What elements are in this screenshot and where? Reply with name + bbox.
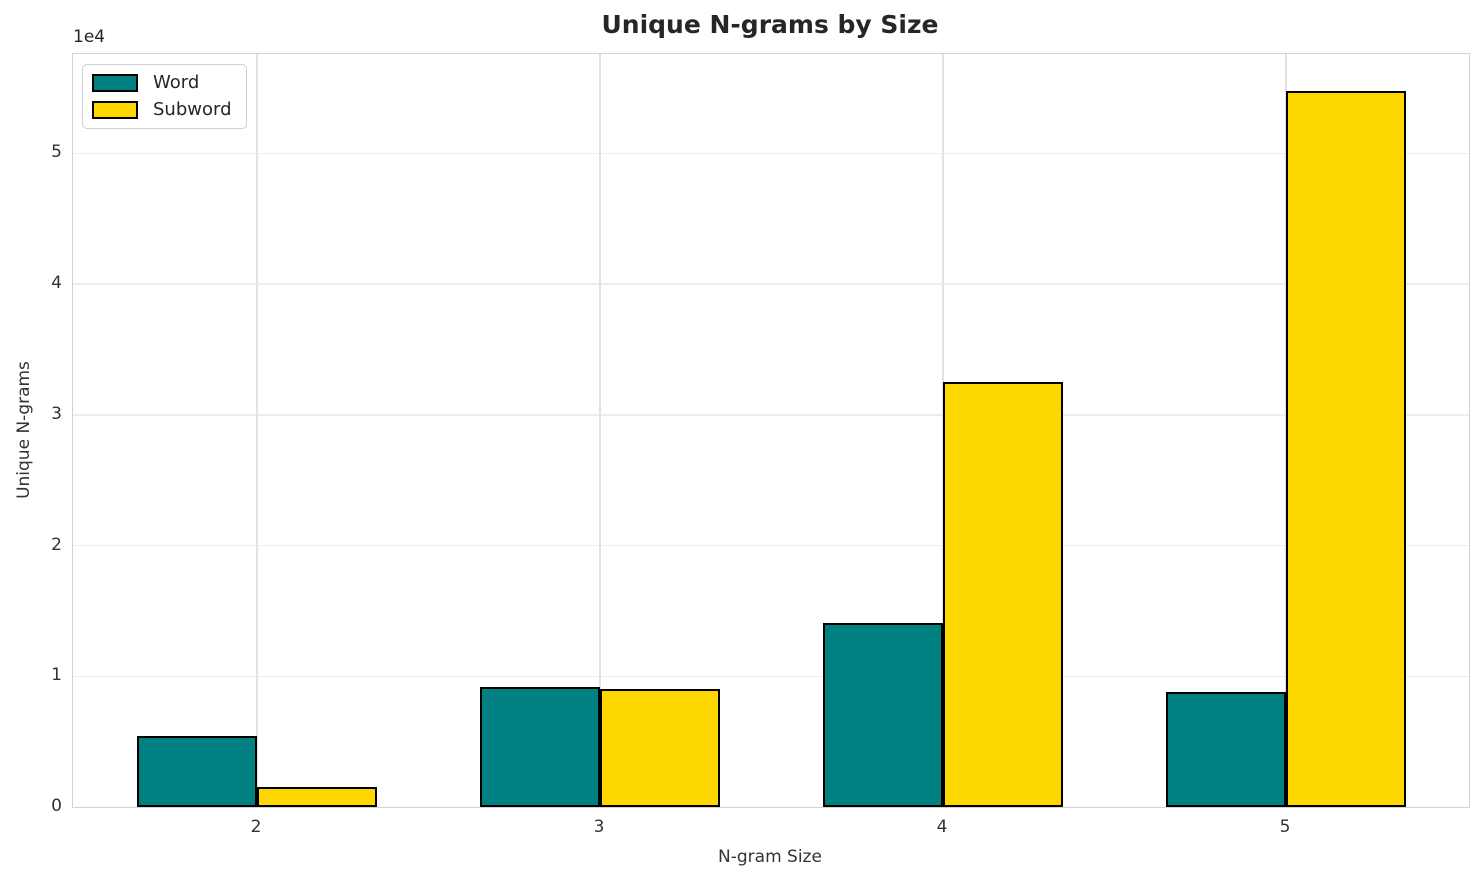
bar-subword-n2	[257, 787, 377, 807]
legend-item-subword: Subword	[92, 101, 232, 119]
ytick-4: 4	[51, 273, 62, 294]
legend-label-subword: Subword	[153, 99, 232, 120]
bar-word-n4	[823, 623, 943, 807]
x-axis-label: N-gram Size	[718, 847, 822, 867]
xtick-2: 2	[250, 817, 262, 837]
plot-area: Word Subword	[72, 53, 1470, 808]
legend-swatch-subword	[92, 101, 138, 119]
gridline-x-2	[256, 54, 258, 807]
gridline-y-10000	[73, 675, 1469, 678]
y-axis-label: Unique N-grams	[14, 361, 34, 499]
xtick-5: 5	[1279, 817, 1291, 837]
legend-swatch-word	[92, 74, 138, 92]
bar-word-n5	[1166, 692, 1286, 807]
chart-title: Unique N-grams by Size	[601, 10, 939, 39]
gridline-x-3	[599, 54, 601, 807]
legend-label-word: Word	[153, 72, 200, 93]
ytick-5: 5	[51, 142, 62, 163]
y-axis-offset-text: 1e4	[73, 27, 106, 47]
bar-subword-n5	[1286, 91, 1406, 807]
xtick-3: 3	[593, 817, 605, 837]
legend-item-word: Word	[92, 74, 232, 92]
gridline-y-20000	[73, 544, 1469, 547]
legend: Word Subword	[82, 64, 247, 129]
ytick-3: 3	[51, 403, 62, 424]
gridline-y-50000	[73, 152, 1469, 155]
gridline-y-30000	[73, 414, 1469, 416]
ytick-1: 1	[51, 665, 62, 686]
bar-word-n2	[137, 736, 257, 807]
bar-subword-n3	[600, 689, 720, 807]
gridline-y-40000	[73, 283, 1469, 285]
bar-word-n3	[480, 687, 600, 807]
xtick-4: 4	[936, 817, 948, 837]
ytick-2: 2	[51, 534, 62, 555]
ytick-0: 0	[51, 796, 62, 816]
bar-subword-n4	[943, 382, 1063, 807]
